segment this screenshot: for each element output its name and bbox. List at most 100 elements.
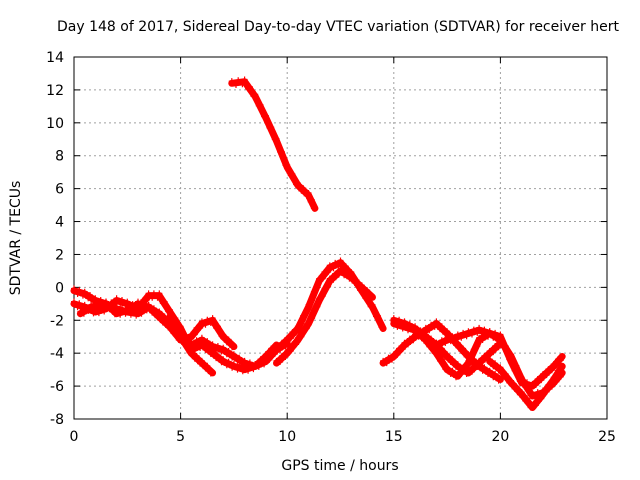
data-point	[440, 361, 447, 368]
data-point	[508, 377, 515, 384]
data-point	[230, 351, 237, 358]
data-point	[442, 340, 449, 346]
data-point	[261, 361, 268, 368]
data-point	[325, 283, 332, 290]
data-point	[339, 261, 346, 268]
data-point	[513, 383, 520, 390]
data-point	[209, 315, 216, 322]
data-point	[191, 342, 198, 349]
data-point	[291, 176, 298, 183]
data-point	[376, 318, 383, 325]
y-tick-label: -8	[50, 412, 64, 428]
y-tick-label: -4	[50, 346, 64, 362]
data-point	[553, 374, 560, 381]
x-tick-label: 20	[491, 429, 509, 445]
data-point	[252, 91, 259, 98]
data-point	[557, 357, 564, 364]
data-point	[458, 334, 465, 341]
data-point	[191, 331, 198, 338]
data-point	[143, 307, 150, 314]
data-point	[453, 336, 459, 343]
data-point	[429, 345, 436, 352]
data-point	[349, 276, 356, 283]
data-point	[369, 294, 376, 301]
data-point	[127, 311, 134, 318]
data-point	[422, 334, 429, 341]
data-point	[268, 124, 275, 131]
data-point	[371, 307, 378, 314]
data-point	[474, 363, 481, 370]
data-point	[294, 180, 301, 187]
data-point	[303, 325, 310, 332]
data-point	[220, 331, 227, 338]
data-point	[172, 320, 179, 326]
data-point	[449, 356, 456, 363]
data-point	[469, 354, 475, 361]
data-point	[220, 344, 227, 351]
data-point	[286, 167, 292, 174]
data-point	[133, 304, 140, 311]
data-point	[325, 269, 332, 275]
data-point	[413, 328, 420, 335]
data-point	[270, 130, 276, 137]
data-point	[174, 325, 180, 331]
chart-title: Day 148 of 2017, Sidereal Day-to-day VTE…	[57, 19, 619, 35]
data-point	[122, 310, 129, 317]
data-point	[195, 356, 202, 363]
data-point	[365, 298, 372, 305]
data-point	[179, 332, 186, 339]
data-point	[278, 148, 285, 155]
data-point	[365, 290, 372, 297]
grid	[74, 57, 607, 419]
series-track-12	[486, 356, 566, 411]
data-point	[495, 344, 502, 351]
data-point	[389, 356, 395, 363]
data-point	[302, 188, 308, 195]
data-point	[525, 400, 532, 407]
data-point	[405, 341, 411, 348]
data-point	[435, 352, 442, 359]
data-point	[305, 190, 312, 196]
data-point	[74, 304, 81, 311]
data-point	[182, 334, 189, 340]
data-point	[214, 323, 221, 330]
data-point	[145, 301, 152, 308]
data-point	[204, 338, 211, 345]
data-point	[234, 366, 241, 373]
data-point	[101, 308, 108, 315]
data-point	[410, 337, 417, 344]
data-point	[559, 353, 566, 360]
x-tick-label: 0	[70, 429, 79, 445]
data-point	[426, 327, 433, 334]
data-point	[454, 339, 461, 346]
data-point	[522, 383, 529, 390]
data-point	[202, 321, 209, 328]
data-point	[303, 309, 310, 316]
data-point	[133, 312, 140, 319]
data-point	[435, 322, 442, 329]
y-tick-label: 2	[55, 247, 64, 263]
data-point	[273, 135, 280, 142]
data-point	[469, 368, 475, 375]
data-point	[156, 311, 163, 318]
data-point	[282, 354, 289, 360]
data-point	[438, 356, 445, 363]
data-point	[233, 82, 239, 88]
data-point	[463, 333, 470, 340]
data-point	[245, 363, 252, 370]
data-point	[513, 366, 520, 373]
data-point	[508, 356, 515, 363]
data-point	[518, 389, 525, 396]
data-point	[383, 360, 390, 367]
data-point	[532, 402, 539, 409]
x-axis-label: GPS time / hours	[281, 458, 398, 474]
data-point	[206, 366, 212, 373]
data-point	[309, 315, 316, 322]
data-point	[298, 333, 305, 340]
data-point	[293, 341, 300, 348]
data-point	[543, 372, 550, 379]
data-series	[70, 76, 566, 411]
data-point	[492, 371, 499, 377]
data-point	[360, 286, 367, 292]
y-tick-label: 8	[55, 149, 64, 165]
